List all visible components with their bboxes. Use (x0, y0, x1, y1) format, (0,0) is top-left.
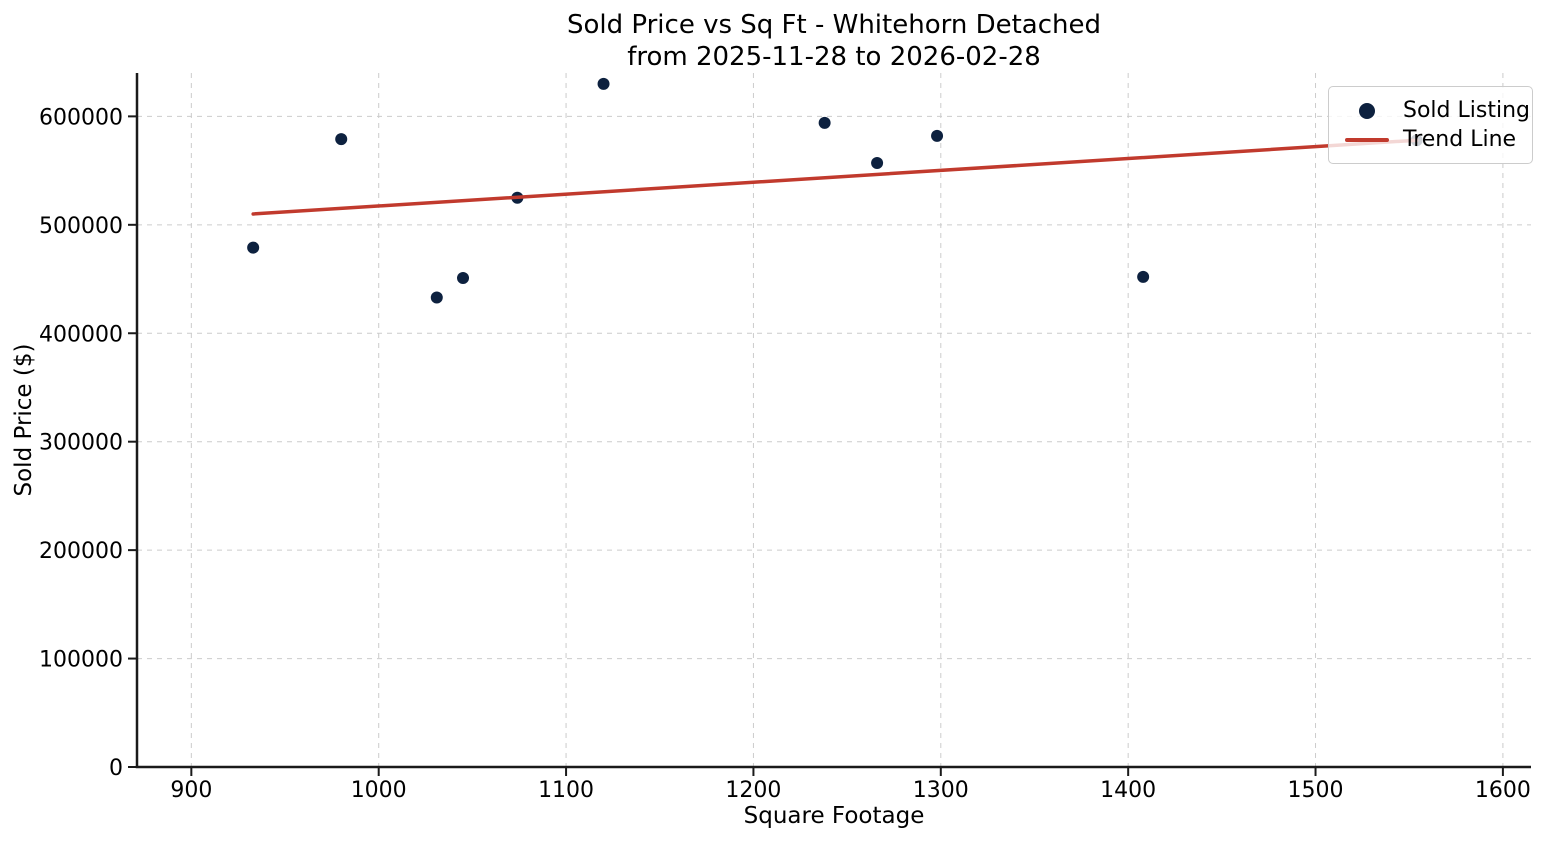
data-point (335, 133, 348, 146)
x-tick-label: 1000 (351, 778, 407, 803)
x-tick-label: 900 (170, 778, 212, 803)
y-tick-label: 200000 (39, 539, 123, 564)
data-point (247, 241, 260, 254)
trend-line (251, 138, 1419, 216)
sold-listing-marker-icon (1359, 102, 1375, 119)
y-tick-label: 400000 (39, 322, 123, 347)
x-tick-label: 1600 (1475, 778, 1531, 803)
legend: Sold Listing Trend Line (1328, 86, 1533, 164)
legend-label-sold-listing: Sold Listing (1403, 98, 1530, 123)
x-tick-label: 1300 (913, 778, 969, 803)
y-tick-label: 500000 (39, 214, 123, 239)
data-point (597, 77, 610, 90)
legend-label-trend-line: Trend Line (1403, 127, 1517, 152)
x-tick-label: 1100 (538, 778, 594, 803)
legend-item-sold-listing: Sold Listing (1343, 97, 1530, 124)
y-tick-label: 100000 (39, 648, 123, 673)
data-point (457, 271, 470, 284)
trend-line-icon (1345, 137, 1389, 142)
data-point (430, 291, 443, 304)
y-tick-label: 600000 (39, 105, 123, 130)
x-tick-label: 1400 (1100, 778, 1156, 803)
x-tick-label: 1500 (1288, 778, 1344, 803)
legend-swatch-column (1343, 102, 1391, 119)
legend-item-trend-line: Trend Line (1343, 126, 1522, 153)
chart-title: Sold Price vs Sq Ft - Whitehorn Detached… (137, 9, 1531, 73)
legend-swatch-column (1343, 137, 1391, 142)
data-point (1137, 270, 1150, 283)
x-tick-label: 1200 (725, 778, 781, 803)
y-tick-label: 300000 (39, 431, 123, 456)
x-axis-label: Square Footage (743, 803, 925, 829)
data-point (818, 116, 831, 129)
y-axis-label: Sold Price ($) (11, 343, 37, 497)
y-tick-label: 0 (109, 756, 123, 781)
data-point (871, 157, 884, 170)
data-point (931, 129, 944, 142)
chart-title-line-1: Sold Price vs Sq Ft - Whitehorn Detached (566, 10, 1101, 40)
chart-title-line-2: from 2025-11-28 to 2026-02-28 (627, 42, 1041, 72)
